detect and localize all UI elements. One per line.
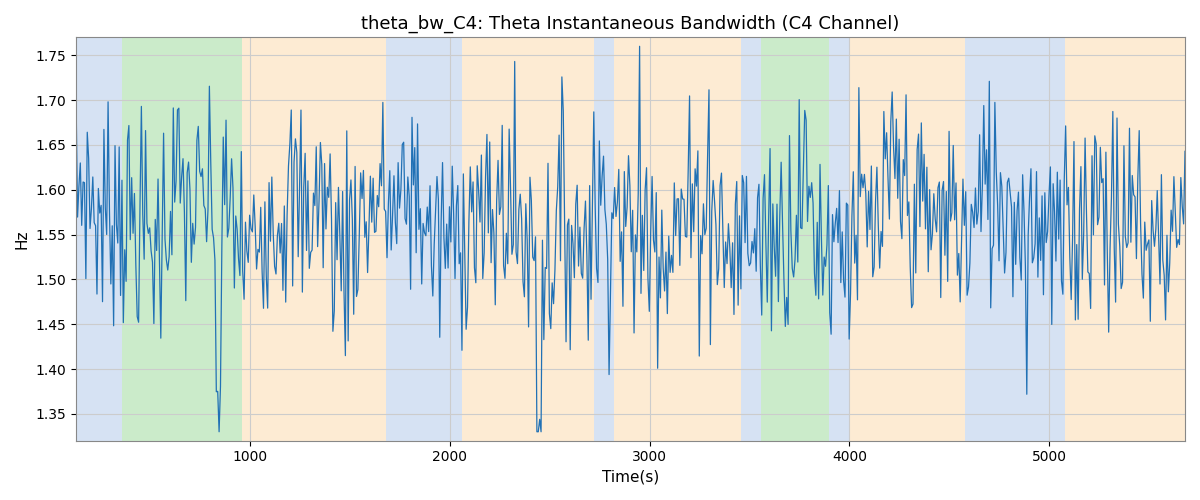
Bar: [594, 38, 613, 440]
Bar: [122, 38, 242, 440]
Bar: [386, 38, 462, 440]
Title: theta_bw_C4: Theta Instantaneous Bandwidth (C4 Channel): theta_bw_C4: Theta Instantaneous Bandwid…: [361, 15, 900, 34]
Bar: [965, 38, 985, 440]
Bar: [829, 38, 850, 440]
Bar: [242, 38, 386, 440]
Bar: [985, 38, 1066, 440]
X-axis label: Time(s): Time(s): [602, 470, 659, 485]
Bar: [762, 38, 829, 440]
Y-axis label: Hz: Hz: [14, 230, 30, 249]
Bar: [76, 38, 122, 440]
Bar: [613, 38, 742, 440]
Bar: [1066, 38, 1186, 440]
Bar: [850, 38, 965, 440]
Bar: [742, 38, 762, 440]
Bar: [462, 38, 594, 440]
